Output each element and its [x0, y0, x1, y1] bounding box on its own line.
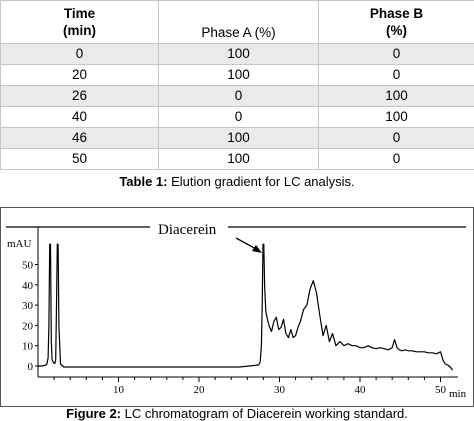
cell-time: 46 — [0, 127, 159, 149]
table-row: 26 0 100 — [0, 85, 474, 107]
y-tick-label: 0 — [28, 361, 34, 373]
table-row: 46 100 0 — [0, 127, 474, 149]
chromatogram-chart: 0 10 20 30 40 50 10 20 30 40 50 mAU min Diacerein — [0, 207, 474, 407]
header-time-line1: Time — [63, 6, 96, 21]
cell-time: 26 — [0, 85, 159, 107]
cell-phase-b: 100 — [318, 85, 474, 107]
y-tick-label: 20 — [22, 320, 34, 332]
cell-time: 50 — [0, 148, 159, 170]
figure-caption: Figure 2: LC chromatogram of Diacerein w… — [0, 406, 474, 421]
cell-time: 40 — [0, 106, 159, 128]
figure-caption-label: Figure 2: — [66, 406, 122, 421]
chromatogram-trace — [38, 243, 454, 371]
cell-phase-a: 0 — [158, 85, 319, 107]
header-phase-b-line2: (%) — [386, 23, 407, 38]
table-row: 50 100 0 — [0, 148, 474, 170]
table-row: 40 0 100 — [0, 106, 474, 128]
table-row: 20 100 0 — [0, 64, 474, 86]
cell-phase-b: 0 — [318, 127, 474, 149]
diacerein-peak-label: Diacerein — [158, 222, 217, 238]
cell-phase-b: 0 — [318, 148, 474, 170]
cell-phase-a: 100 — [158, 148, 319, 170]
cell-phase-a: 100 — [158, 64, 319, 86]
table-header-row: Time (min) Phase A (%) Phase B (%) — [0, 0, 474, 44]
x-tick-label: 50 — [435, 384, 447, 396]
figure-caption-text: LC chromatogram of Diacerein working sta… — [121, 406, 408, 421]
header-time-line2: (min) — [63, 23, 96, 38]
y-tick-label: 40 — [22, 280, 34, 292]
x-tick-label: 40 — [355, 384, 367, 396]
table-caption-label: Table 1: — [119, 174, 168, 189]
annotation-arrow — [235, 237, 262, 253]
header-phase-b: Phase B (%) — [318, 0, 474, 44]
table-caption-text: Elution gradient for LC analysis. — [167, 174, 355, 189]
x-tick-label: 10 — [113, 384, 125, 396]
y-axis-label: mAU — [7, 238, 32, 250]
cell-phase-a: 100 — [158, 127, 319, 149]
cell-time: 0 — [0, 43, 159, 65]
header-phase-b-line1: Phase B — [369, 6, 424, 21]
header-time: Time (min) — [0, 0, 159, 44]
x-axis-label: min — [449, 388, 467, 400]
elution-gradient-table: Time (min) Phase A (%) Phase B (%) 0 100 0… — [0, 0, 474, 170]
header-phase-a: Phase A (%) — [158, 0, 319, 44]
y-tick-label: 10 — [22, 341, 34, 353]
table-row: 0 100 0 — [0, 43, 474, 65]
x-tick-label: 30 — [274, 384, 286, 396]
x-tick-label: 20 — [194, 384, 206, 396]
annotation-background — [154, 220, 224, 238]
cell-phase-b: 0 — [318, 43, 474, 65]
y-tick-label: 30 — [22, 300, 34, 312]
table-caption: Table 1: Elution gradient for LC analysi… — [0, 174, 474, 189]
cell-phase-b: 100 — [318, 106, 474, 128]
cell-phase-b: 0 — [318, 64, 474, 86]
y-tick-label: 50 — [22, 260, 34, 272]
cell-phase-a: 0 — [158, 106, 319, 128]
cell-phase-a: 100 — [158, 43, 319, 65]
cell-time: 20 — [0, 64, 159, 86]
